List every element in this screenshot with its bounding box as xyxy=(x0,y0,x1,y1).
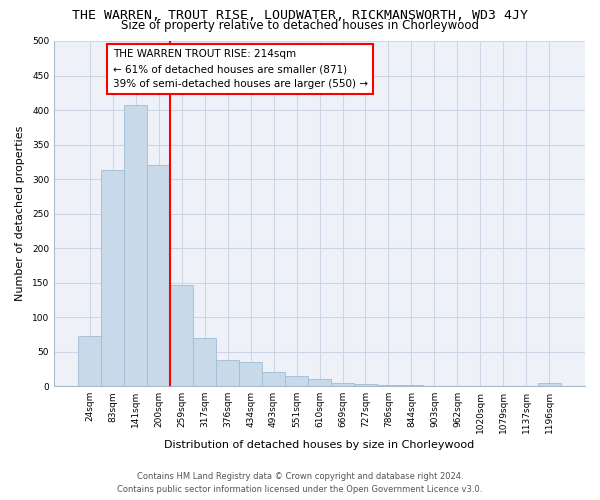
Bar xyxy=(538,384,561,386)
Bar xyxy=(331,382,354,386)
Bar xyxy=(308,379,331,386)
Bar xyxy=(78,336,101,386)
Text: THE WARREN TROUT RISE: 214sqm
← 61% of detached houses are smaller (871)
39% of : THE WARREN TROUT RISE: 214sqm ← 61% of d… xyxy=(113,50,368,89)
Y-axis label: Number of detached properties: Number of detached properties xyxy=(15,126,25,301)
Bar xyxy=(216,360,239,386)
Bar xyxy=(262,372,285,386)
Bar xyxy=(193,338,216,386)
Text: THE WARREN, TROUT RISE, LOUDWATER, RICKMANSWORTH, WD3 4JY: THE WARREN, TROUT RISE, LOUDWATER, RICKM… xyxy=(72,9,528,22)
Bar xyxy=(124,105,147,386)
Bar xyxy=(101,170,124,386)
Bar xyxy=(239,362,262,386)
Bar xyxy=(170,284,193,386)
Text: Size of property relative to detached houses in Chorleywood: Size of property relative to detached ho… xyxy=(121,19,479,32)
Bar xyxy=(354,384,377,386)
X-axis label: Distribution of detached houses by size in Chorleywood: Distribution of detached houses by size … xyxy=(164,440,475,450)
Bar xyxy=(147,165,170,386)
Text: Contains HM Land Registry data © Crown copyright and database right 2024.
Contai: Contains HM Land Registry data © Crown c… xyxy=(118,472,482,494)
Bar xyxy=(285,376,308,386)
